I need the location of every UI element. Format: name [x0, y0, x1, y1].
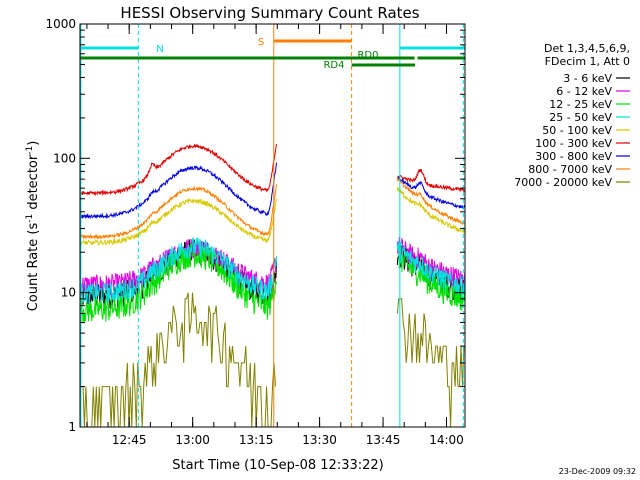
timestamp: 23-Dec-2009 09:32 — [559, 467, 636, 476]
y-tick-label: 10 — [61, 286, 76, 300]
series-800-7000kev — [79, 177, 466, 240]
x-tick-label: 14:00 — [429, 433, 464, 447]
y-tick-label: 100 — [53, 151, 76, 165]
legend-label: 3 - 6 keV — [563, 72, 612, 85]
annotation-rd4: RD4 — [323, 60, 344, 71]
legend: Det 1,3,4,5,6,9, FDecim 1, Att 0 3 - 6 k… — [514, 42, 630, 189]
annotation-n: N — [156, 44, 163, 55]
legend-label: 6 - 12 keV — [556, 85, 612, 98]
axis-ticks: 1 10 100 1000 12:45 13:00 13:15 13:30 13:45 14:00 — [45, 17, 465, 447]
series-line — [396, 177, 466, 226]
annotation-rd0: RD0 — [357, 50, 378, 61]
series-300-800kev — [79, 162, 466, 220]
y-tick-label: 1 — [68, 420, 76, 434]
series-25-50kev — [79, 237, 466, 304]
legend-label: 25 - 50 keV — [549, 111, 612, 124]
legend-label: 800 - 7000 keV — [528, 163, 612, 176]
y-axis-label: Count Rate (s-1 detector-1) — [25, 141, 41, 312]
series-line — [79, 143, 277, 197]
series-line — [396, 240, 466, 299]
x-axis-label: Start Time (10-Sep-08 12:33:22) — [172, 458, 383, 473]
legend-title-line2: FDecim 1, Att 0 — [545, 55, 630, 68]
legend-label: 300 - 800 keV — [535, 150, 612, 163]
series-line — [79, 162, 277, 220]
series-line — [80, 292, 276, 428]
legend-label: 100 - 300 keV — [535, 137, 612, 150]
series-line — [396, 176, 466, 210]
series-100-300kev — [79, 143, 466, 197]
x-tick-label: 13:15 — [239, 433, 274, 447]
legend-title-line1: Det 1,3,4,5,6,9, — [544, 42, 630, 55]
series-line — [396, 186, 465, 234]
series-line — [396, 247, 466, 311]
series-12-25kev — [79, 243, 466, 324]
x-tick-label: 13:00 — [175, 433, 210, 447]
annotation-s: S — [258, 37, 264, 48]
legend-label: 12 - 25 keV — [549, 98, 612, 111]
y-tick-label: 1000 — [45, 17, 76, 31]
series-50-100kev — [79, 186, 465, 246]
series-line — [79, 243, 277, 324]
series-7000-20000kev — [80, 292, 465, 428]
series-line — [397, 169, 466, 193]
x-tick-label: 13:30 — [302, 433, 337, 447]
x-tick-label: 13:45 — [366, 433, 401, 447]
legend-label: 50 - 100 keV — [542, 124, 612, 137]
series-line — [79, 197, 277, 246]
series-line — [396, 298, 465, 428]
series-line — [79, 184, 277, 240]
series-line — [79, 237, 277, 304]
legend-label: 7000 - 20000 keV — [514, 176, 612, 189]
chart-title: HESSI Observing Summary Count Rates — [120, 4, 419, 22]
plot-frame — [79, 23, 466, 428]
plot-layers: N S RD0 RD4 — [79, 24, 466, 428]
x-tick-label: 12:45 — [112, 433, 147, 447]
